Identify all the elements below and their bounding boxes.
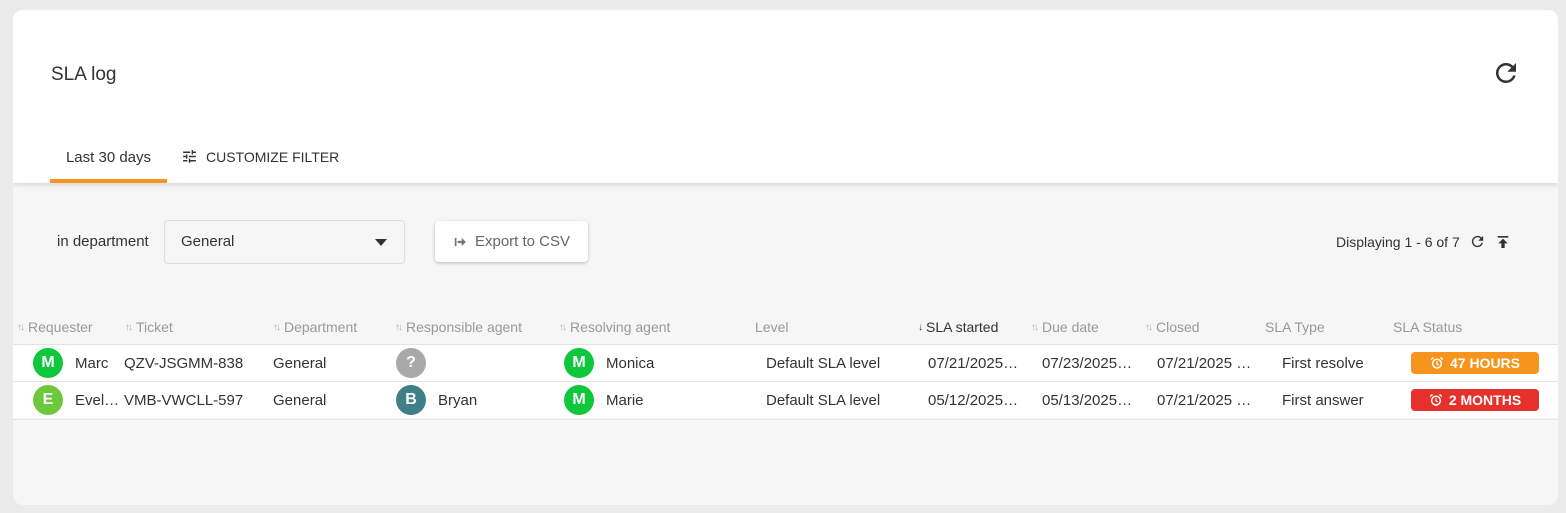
column-header-label: Resolving agent bbox=[570, 319, 671, 335]
column-header-sla-type: SLA Type bbox=[1265, 310, 1325, 344]
column-header-ticket[interactable]: ↑↓ Ticket bbox=[125, 310, 173, 344]
reload-icon[interactable] bbox=[1469, 233, 1486, 250]
sort-icon: ↑↓ bbox=[17, 321, 25, 333]
sort-icon: ↑↓ bbox=[125, 321, 133, 333]
displaying-text: Displaying 1 - 6 of 7 bbox=[1336, 233, 1460, 250]
alarm-clock-icon bbox=[1430, 356, 1444, 369]
due: 05/13/2025… bbox=[1042, 391, 1133, 409]
pagination-info: Displaying 1 - 6 of 7 bbox=[1336, 233, 1511, 250]
resolving: Marie bbox=[606, 391, 644, 409]
column-header-sla-status: SLA Status bbox=[1393, 310, 1462, 344]
sla-log-card: SLA log Last 30 days CUSTOMIZE FILTER in… bbox=[13, 10, 1558, 505]
avatar: M bbox=[564, 348, 594, 378]
export-label: Export to CSV bbox=[474, 233, 571, 250]
column-header-label: Responsible agent bbox=[406, 319, 522, 335]
avatar: B bbox=[396, 385, 426, 415]
due: 07/23/2025… bbox=[1042, 354, 1133, 372]
tab-last-30-days[interactable]: Last 30 days bbox=[50, 146, 167, 183]
department-select[interactable]: General bbox=[164, 220, 405, 264]
column-header-due-date[interactable]: ↑↓ Due date bbox=[1031, 310, 1099, 344]
card-header: SLA log Last 30 days CUSTOMIZE FILTER bbox=[13, 10, 1558, 183]
department-value: General bbox=[181, 233, 235, 250]
type: First answer bbox=[1282, 391, 1364, 409]
started: 05/12/2025… bbox=[928, 391, 1019, 409]
level: Default SLA level bbox=[766, 354, 881, 372]
department-label: in department bbox=[57, 233, 149, 250]
tune-icon bbox=[183, 150, 196, 163]
type: First resolve bbox=[1282, 354, 1364, 372]
sla-status-badge: 47 HOURS bbox=[1411, 352, 1539, 374]
column-header-label: Requester bbox=[28, 319, 93, 335]
sla-status-text: 47 HOURS bbox=[1449, 355, 1521, 371]
sort-icon: ↑↓ bbox=[395, 321, 403, 333]
column-header-label: Level bbox=[755, 319, 789, 335]
sort-icon: ↑↓ bbox=[273, 321, 281, 333]
alarm-clock-icon bbox=[1429, 393, 1443, 406]
column-header-label: SLA Status bbox=[1393, 319, 1463, 335]
ticket: VMB-VWCLL-597 bbox=[124, 391, 244, 409]
scroll-to-top-icon[interactable] bbox=[1495, 234, 1511, 250]
sla-status-badge: 2 MONTHS bbox=[1411, 389, 1539, 411]
customize-filter-button[interactable]: CUSTOMIZE FILTER bbox=[181, 148, 339, 165]
ticket: QZV-JSGMM-838 bbox=[124, 354, 244, 372]
column-header-department[interactable]: ↑↓ Department bbox=[273, 310, 357, 344]
column-header-label: SLA Type bbox=[1265, 319, 1325, 335]
level: Default SLA level bbox=[766, 391, 881, 409]
department: General bbox=[273, 391, 327, 409]
department: General bbox=[273, 354, 327, 372]
caret-down-icon bbox=[375, 239, 387, 246]
export-csv-button[interactable]: Export to CSV bbox=[435, 221, 588, 262]
sort-desc-icon: ↓ bbox=[918, 321, 923, 333]
closed: 07/21/2025 … bbox=[1157, 354, 1252, 372]
resolving: Monica bbox=[606, 354, 655, 372]
sort-icon: ↑↓ bbox=[559, 321, 567, 333]
refresh-icon[interactable] bbox=[1491, 58, 1521, 88]
table-row[interactable]: E Evel… VMB-VWCLL-597 General B Bryan M Marie De… bbox=[13, 381, 1558, 418]
table-header: ↑↓ Requester ↑↓ Ticket ↑↓ Department ↑↓ Respons… bbox=[13, 310, 1558, 344]
column-header-level: Level bbox=[755, 310, 788, 344]
sort-icon: ↑↓ bbox=[1145, 321, 1153, 333]
avatar: M bbox=[33, 348, 63, 378]
requester: Marc bbox=[75, 354, 109, 372]
avatar: M bbox=[564, 385, 594, 415]
requester: Evel… bbox=[75, 391, 120, 409]
export-icon bbox=[454, 237, 466, 246]
column-header-label: SLA started bbox=[926, 319, 999, 335]
column-header-label: Ticket bbox=[136, 319, 173, 335]
closed: 07/21/2025 … bbox=[1157, 391, 1252, 409]
column-header-label: Due date bbox=[1042, 319, 1099, 335]
page-title: SLA log bbox=[51, 64, 117, 85]
started: 07/21/2025… bbox=[928, 354, 1019, 372]
column-header-closed[interactable]: ↑↓ Closed bbox=[1145, 310, 1200, 344]
table-bottom-divider bbox=[13, 419, 1558, 420]
column-header-requester[interactable]: ↑↓ Requester bbox=[17, 310, 93, 344]
responsible: Bryan bbox=[438, 391, 478, 409]
sla-status-text: 2 MONTHS bbox=[1448, 392, 1522, 408]
sort-icon: ↑↓ bbox=[1031, 321, 1039, 333]
column-header-responsible-agent[interactable]: ↑↓ Responsible agent bbox=[395, 310, 522, 344]
avatar: ? bbox=[396, 348, 426, 378]
column-header-sla-started[interactable]: ↓ SLA started bbox=[918, 310, 998, 344]
customize-filter-label: CUSTOMIZE FILTER bbox=[206, 148, 340, 165]
column-header-label: Department bbox=[284, 319, 358, 335]
column-header-label: Closed bbox=[1156, 319, 1200, 335]
avatar: E bbox=[33, 385, 63, 415]
table-row[interactable]: M Marc QZV-JSGMM-838 General? M Monica Default… bbox=[13, 344, 1558, 381]
column-header-resolving-agent[interactable]: ↑↓ Resolving agent bbox=[559, 310, 670, 344]
